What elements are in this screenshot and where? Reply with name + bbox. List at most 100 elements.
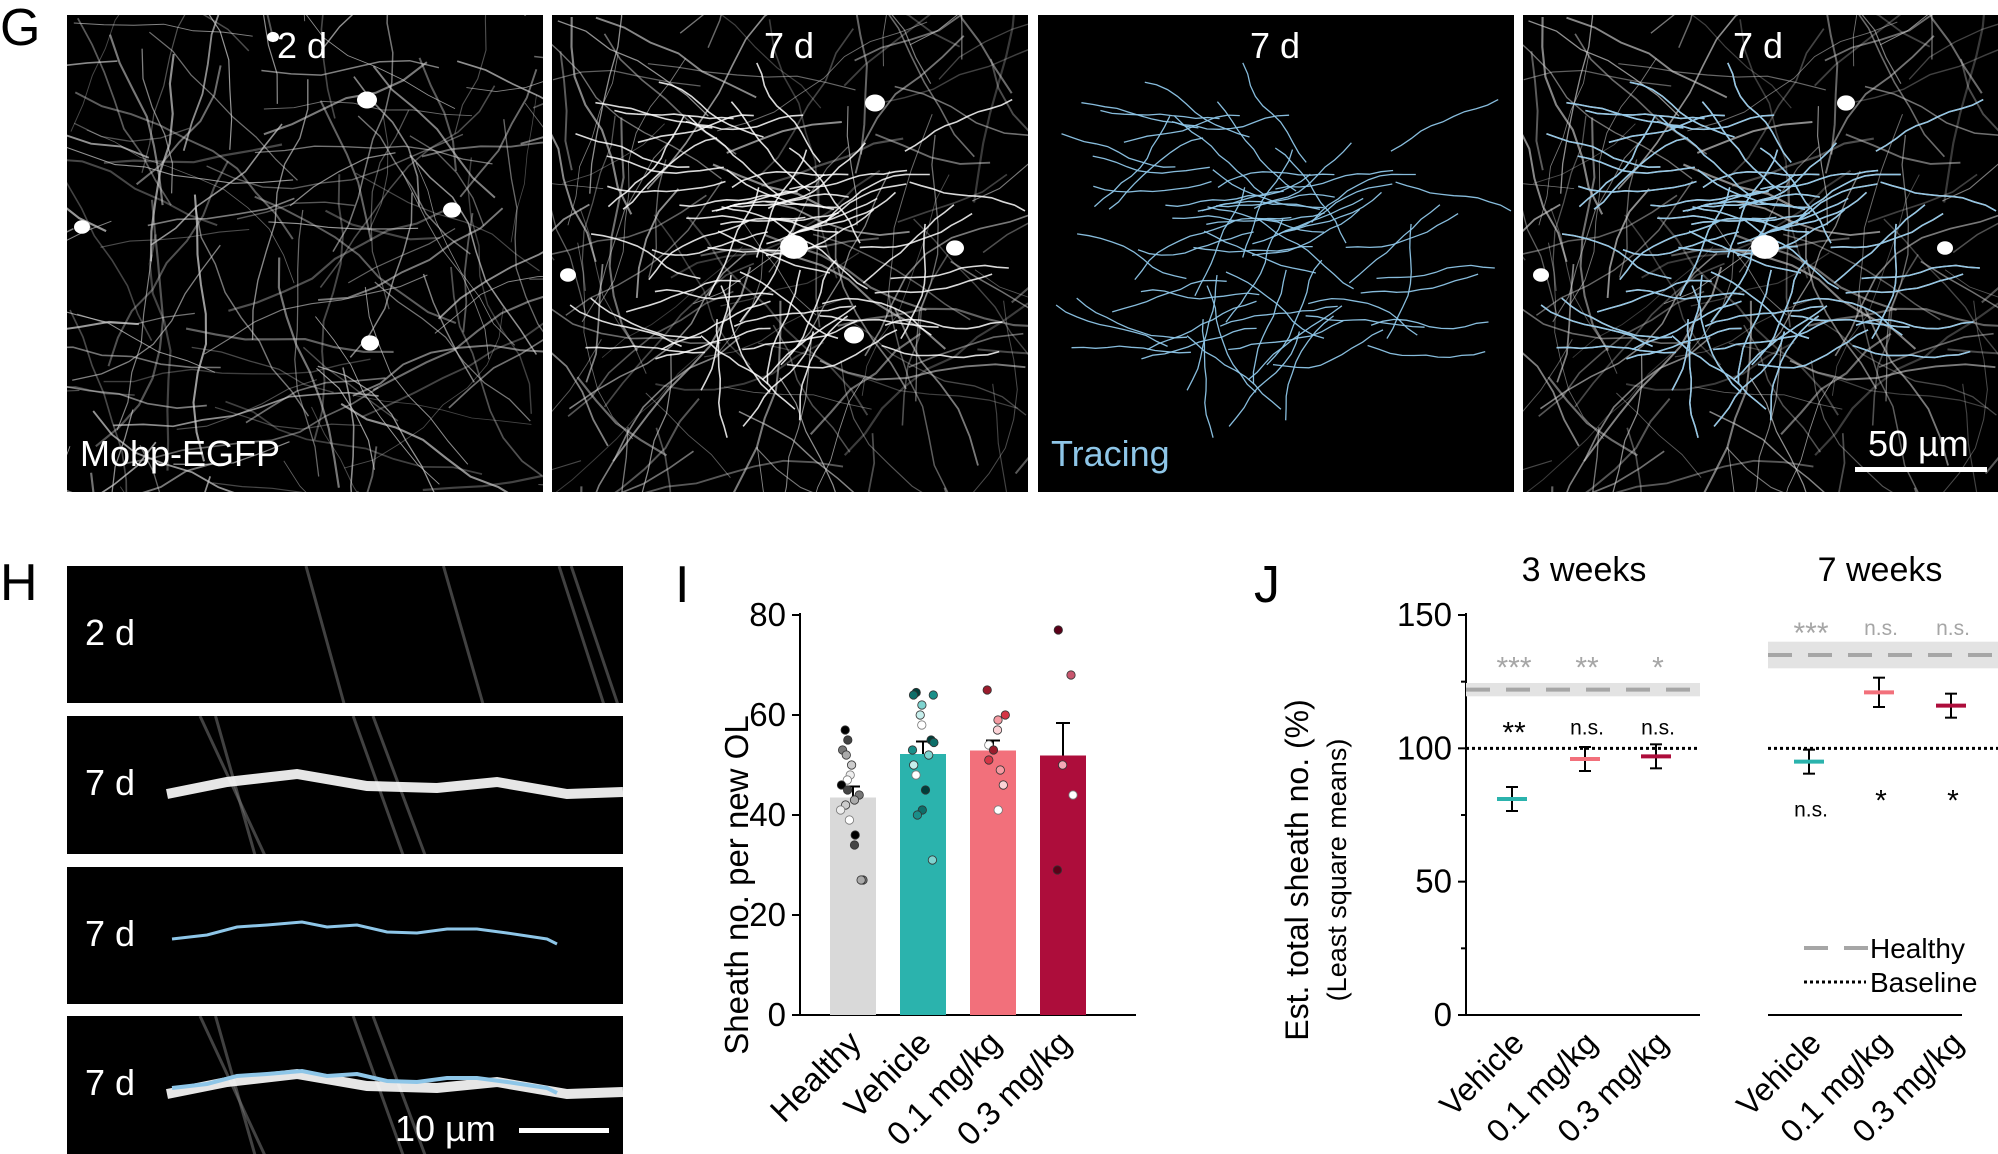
bar <box>970 750 1016 1015</box>
data-point <box>915 710 925 720</box>
data-point <box>993 715 1003 725</box>
healthy-band <box>1466 683 1700 697</box>
data-point <box>992 725 1003 735</box>
data-point <box>1052 865 1062 875</box>
group-title: 3 weeks <box>1522 551 1647 589</box>
significance-vs-baseline: ** <box>1502 716 1526 749</box>
data-point <box>995 765 1005 775</box>
cell-body <box>560 268 576 282</box>
cell-bodies <box>1533 95 1953 282</box>
y-tick-label: 150 <box>1397 596 1452 633</box>
cell-body <box>361 335 379 351</box>
time-label: 7 d <box>85 913 136 954</box>
significance-vs-healthy: ** <box>1575 652 1599 685</box>
cell-body <box>74 220 90 234</box>
data-point <box>836 805 846 815</box>
y-tick-label: 20 <box>749 896 786 933</box>
process-arbor <box>1540 62 1997 438</box>
data-point <box>849 840 860 850</box>
significance-vs-baseline: n.s. <box>1641 716 1675 739</box>
cell-body <box>865 94 885 112</box>
channel-label: Mobp-EGFP <box>80 433 281 474</box>
faint-fibres <box>304 566 619 703</box>
micrograph-g-overlay: 7 d 50 µm <box>1523 15 1998 492</box>
data-point <box>840 725 850 735</box>
y-axis-sublabel: (Least square means) <box>1322 739 1352 1002</box>
cell-body <box>1751 235 1779 259</box>
scale-bar <box>1855 467 1987 472</box>
cell-body <box>946 240 964 256</box>
panel-label-j: J <box>1254 556 1280 614</box>
data-point <box>917 720 927 730</box>
cell-body <box>844 326 864 344</box>
data-point <box>849 795 860 805</box>
y-tick-label: 50 <box>1415 863 1452 900</box>
significance-vs-baseline: n.s. <box>1570 716 1604 739</box>
cell-bodies <box>560 94 964 344</box>
data-point <box>984 755 994 765</box>
data-point <box>842 775 852 785</box>
cell-bodies <box>74 31 461 351</box>
cell-body <box>267 31 279 43</box>
significance-vs-baseline: * <box>1947 784 1959 817</box>
data-point <box>982 685 992 695</box>
data-point <box>1000 710 1010 720</box>
data-point <box>856 875 866 885</box>
bar <box>900 754 946 1015</box>
cell-body <box>1837 95 1855 111</box>
y-axis-label: Sheath no. per new OL <box>718 715 755 1054</box>
time-label: 7 d <box>1733 25 1784 66</box>
data-point <box>908 690 919 700</box>
data-point <box>912 810 922 820</box>
data-point <box>917 700 927 710</box>
data-point <box>1068 790 1078 800</box>
legend-baseline-label: Baseline <box>1870 967 1977 998</box>
data-point <box>927 855 937 865</box>
data-point <box>924 750 934 760</box>
significance-vs-baseline: n.s. <box>1794 799 1828 822</box>
sheath-tracing <box>171 1068 558 1095</box>
y-tick-label: 80 <box>749 596 786 633</box>
time-label: 2 d <box>85 612 136 653</box>
data-point <box>988 745 999 755</box>
significance-vs-healthy: n.s. <box>1936 617 1970 640</box>
chart-j: J Est. total sheath no. (%) (Least squar… <box>1254 551 1998 1149</box>
time-label: 7 d <box>764 25 815 66</box>
y-tick-label: 40 <box>749 796 786 833</box>
strip-h-7d: 7 d <box>67 716 623 854</box>
data-point <box>909 760 919 770</box>
cell-body <box>443 202 461 218</box>
micrograph-g-2d: 2 d Mobp-EGFP <box>67 15 543 492</box>
tracing-label: Tracing <box>1051 433 1170 474</box>
cell-body <box>1937 241 1953 255</box>
strip-h-tracing: 7 d <box>67 867 623 1004</box>
significance-vs-healthy: *** <box>1793 617 1828 650</box>
y-tick-label: 60 <box>749 696 786 733</box>
fibre-texture <box>67 15 543 492</box>
cell-body <box>780 235 808 259</box>
time-label: 7 d <box>85 762 136 803</box>
data-point <box>1053 625 1063 635</box>
y-tick-label: 100 <box>1397 729 1452 766</box>
process-arbor <box>1055 62 1512 438</box>
data-point <box>907 745 918 755</box>
data-point <box>1066 670 1076 680</box>
data-point <box>1057 760 1068 770</box>
micrograph-g-tracing: 7 d Tracing <box>1038 15 1514 492</box>
panel-label-g: G <box>0 0 41 57</box>
legend-healthy-label: Healthy <box>1870 933 1965 964</box>
data-point <box>843 785 853 795</box>
scale-bar-label: 50 µm <box>1868 423 1969 464</box>
cell-body <box>357 91 377 109</box>
healthy-band <box>1768 641 1998 669</box>
significance-vs-baseline: * <box>1875 784 1887 817</box>
data-point <box>841 750 851 760</box>
group-title: 7 weeks <box>1818 551 1943 589</box>
scale-bar-label: 10 µm <box>395 1108 496 1149</box>
significance-vs-healthy: *** <box>1496 652 1531 685</box>
time-label: 7 d <box>85 1062 136 1103</box>
data-point <box>928 690 938 700</box>
data-point <box>843 735 853 745</box>
strip-h-2d: 2 d <box>67 566 623 703</box>
